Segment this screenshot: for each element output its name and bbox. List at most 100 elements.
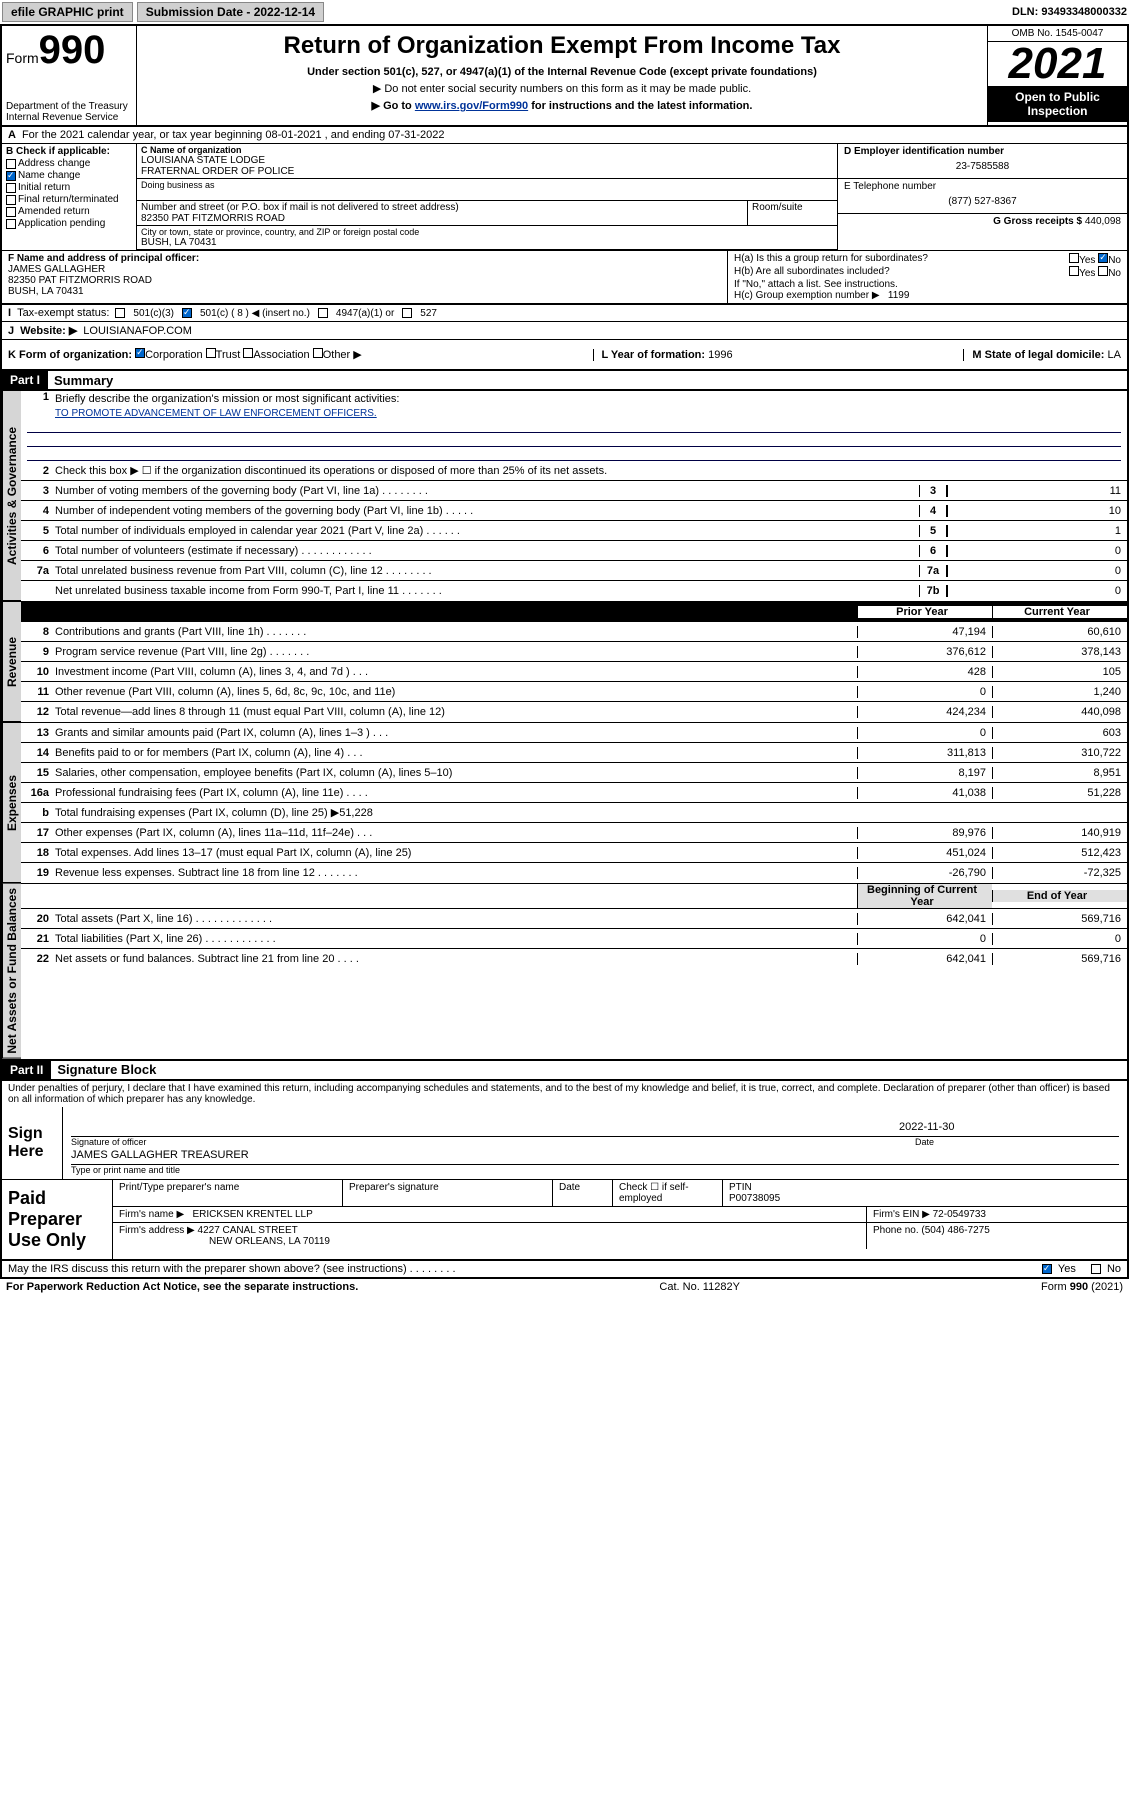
chk-501c3[interactable]	[115, 308, 125, 318]
paid-preparer-section: Paid Preparer Use Only Print/Type prepar…	[2, 1179, 1127, 1259]
submission-date-button[interactable]: Submission Date - 2022-12-14	[137, 2, 324, 22]
tax-year: 2021	[988, 42, 1127, 86]
gov-row: 6Total number of volunteers (estimate if…	[21, 541, 1127, 561]
row-i-tax-exempt: I Tax-exempt status: 501(c)(3) 501(c) ( …	[0, 305, 1129, 322]
dln-label: DLN: 93493348000332	[1012, 6, 1127, 18]
chk-corp[interactable]	[135, 348, 145, 358]
year-formation: 1996	[708, 349, 732, 361]
chk-initial-return[interactable]	[6, 183, 16, 193]
chk-address-change[interactable]	[6, 159, 16, 169]
chk-527[interactable]	[402, 308, 412, 318]
ein-value: 23-7585588	[844, 157, 1121, 176]
org-address: 82350 PAT FITZMORRIS ROAD	[141, 213, 743, 224]
chk-app-pending[interactable]	[6, 219, 16, 229]
goto-note: ▶ Go to www.irs.gov/Form990 for instruct…	[141, 99, 983, 112]
efile-button[interactable]: efile GRAPHIC print	[2, 2, 133, 22]
form-990-label: Form990	[6, 28, 132, 73]
entity-info-section: B Check if applicable: Address change Na…	[0, 144, 1129, 250]
row-j-website: J Website: ▶ LOUISIANAFOP.COM	[0, 322, 1129, 340]
chk-final-return[interactable]	[6, 195, 16, 205]
group-exemption-num: 1199	[888, 290, 910, 301]
firm-city: NEW ORLEANS, LA 70119	[119, 1236, 330, 1247]
perjury-declaration: Under penalties of perjury, I declare th…	[0, 1081, 1129, 1107]
ptin-value: P00738095	[729, 1193, 780, 1204]
section-c-org-info: C Name of organization LOUISIANA STATE L…	[137, 144, 837, 250]
chk-discuss-no[interactable]	[1091, 1264, 1101, 1274]
expense-row: 19Revenue less expenses. Subtract line 1…	[21, 863, 1127, 883]
gov-row: 7aTotal unrelated business revenue from …	[21, 561, 1127, 581]
irs-link[interactable]: www.irs.gov/Form990	[415, 100, 528, 112]
vtab-revenue: Revenue	[2, 602, 21, 722]
vtab-net-assets: Net Assets or Fund Balances	[2, 884, 21, 1059]
sign-here-label: Sign Here	[2, 1107, 62, 1179]
gov-row: 4Number of independent voting members of…	[21, 501, 1127, 521]
ssn-note: ▶ Do not enter social security numbers o…	[141, 82, 983, 95]
chk-ha-no[interactable]	[1098, 253, 1108, 263]
org-city: BUSH, LA 70431	[141, 237, 833, 248]
chk-discuss-yes[interactable]	[1042, 1264, 1052, 1274]
firm-ein: 72-0549733	[933, 1209, 986, 1220]
org-name-1: LOUISIANA STATE LODGE	[141, 155, 833, 166]
expense-row: 13Grants and similar amounts paid (Part …	[21, 723, 1127, 743]
revenue-row: 9Program service revenue (Part VIII, lin…	[21, 642, 1127, 662]
dept-label: Department of the Treasury	[6, 101, 132, 112]
revenue-row: 10Investment income (Part VIII, column (…	[21, 662, 1127, 682]
state-domicile: LA	[1108, 349, 1121, 361]
firm-phone: (504) 486-7275	[921, 1225, 989, 1236]
net-assets-grid: Net Assets or Fund Balances Beginning of…	[0, 884, 1129, 1061]
chk-name-change[interactable]	[6, 171, 16, 181]
gov-row: 5Total number of individuals employed in…	[21, 521, 1127, 541]
revenue-row: 8Contributions and grants (Part VIII, li…	[21, 622, 1127, 642]
expense-row: 18Total expenses. Add lines 13–17 (must …	[21, 843, 1127, 863]
gov-row: Net unrelated business taxable income fr…	[21, 581, 1127, 601]
section-d-ein: D Employer identification number 23-7585…	[837, 144, 1127, 250]
expense-row: 17Other expenses (Part IX, column (A), l…	[21, 823, 1127, 843]
expense-row: bTotal fundraising expenses (Part IX, co…	[21, 803, 1127, 823]
irs-label: Internal Revenue Service	[6, 112, 132, 123]
expense-row: 15Salaries, other compensation, employee…	[21, 763, 1127, 783]
section-b-checkboxes: B Check if applicable: Address change Na…	[2, 144, 137, 250]
chk-501c[interactable]	[182, 308, 192, 318]
vtab-governance: Activities & Governance	[2, 391, 21, 601]
page-footer: For Paperwork Reduction Act Notice, see …	[0, 1279, 1129, 1295]
expenses-grid: Expenses 13Grants and similar amounts pa…	[0, 723, 1129, 884]
officer-name: JAMES GALLAGHER	[8, 264, 721, 275]
sign-date: 2022-11-30	[899, 1121, 1119, 1136]
chk-amended[interactable]	[6, 207, 16, 217]
website-value: LOUISIANAFOP.COM	[83, 325, 192, 337]
officer-group-section: F Name and address of principal officer:…	[0, 250, 1129, 305]
signature-block: Sign Here 2022-11-30 Signature of office…	[0, 1107, 1129, 1261]
row-a-tax-year: AFor the 2021 calendar year, or tax year…	[0, 127, 1129, 144]
firm-name: ERICKSEN KRENTEL LLP	[193, 1209, 313, 1220]
vtab-expenses: Expenses	[2, 723, 21, 883]
part-i-header: Part I Summary	[0, 371, 1129, 391]
chk-hb-yes[interactable]	[1069, 266, 1079, 276]
chk-hb-no[interactable]	[1098, 266, 1108, 276]
chk-assoc[interactable]	[243, 348, 253, 358]
officer-sig-name: JAMES GALLAGHER TREASURER	[71, 1149, 249, 1164]
row-k-org-form: K Form of organization: Corporation Trus…	[0, 340, 1129, 371]
firm-addr: 4227 CANAL STREET	[198, 1225, 298, 1236]
open-inspection-badge: Open to Public Inspection	[988, 86, 1127, 122]
efile-topbar: efile GRAPHIC print Submission Date - 20…	[0, 0, 1129, 26]
chk-other[interactable]	[313, 348, 323, 358]
expense-row: 14Benefits paid to or for members (Part …	[21, 743, 1127, 763]
revenue-row: 11Other revenue (Part VIII, column (A), …	[21, 682, 1127, 702]
chk-ha-yes[interactable]	[1069, 253, 1079, 263]
net-assets-row: 22Net assets or fund balances. Subtract …	[21, 949, 1127, 969]
discuss-row: May the IRS discuss this return with the…	[0, 1261, 1129, 1279]
activities-governance-grid: Activities & Governance 1Briefly describ…	[0, 391, 1129, 602]
gov-row: 3Number of voting members of the governi…	[21, 481, 1127, 501]
gross-receipts-value: 440,098	[1085, 216, 1121, 227]
form-subtitle: Under section 501(c), 527, or 4947(a)(1)…	[141, 66, 983, 78]
org-name-2: FRATERNAL ORDER OF POLICE	[141, 166, 833, 177]
form-title: Return of Organization Exempt From Incom…	[141, 32, 983, 60]
mission-text: TO PROMOTE ADVANCEMENT OF LAW ENFORCEMEN…	[55, 408, 377, 419]
officer-city: BUSH, LA 70431	[8, 286, 721, 297]
net-assets-row: 20Total assets (Part X, line 16) . . . .…	[21, 909, 1127, 929]
chk-4947[interactable]	[318, 308, 328, 318]
officer-addr: 82350 PAT FITZMORRIS ROAD	[8, 275, 721, 286]
chk-trust[interactable]	[206, 348, 216, 358]
telephone-value: (877) 527-8367	[844, 192, 1121, 211]
net-assets-row: 21Total liabilities (Part X, line 26) . …	[21, 929, 1127, 949]
